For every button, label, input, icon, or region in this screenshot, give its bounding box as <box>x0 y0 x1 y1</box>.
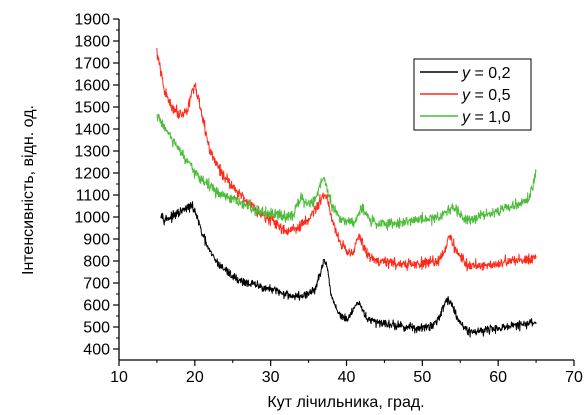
y-tick-label: 1100 <box>76 188 111 205</box>
legend: y = 0,2 y = 0,5 y = 1,0 <box>413 58 532 131</box>
series-line <box>156 48 537 272</box>
x-tick-label: 20 <box>186 369 204 386</box>
y-tick-label: 1900 <box>74 12 110 29</box>
x-tick-label: 40 <box>338 369 356 386</box>
x-tick-label: 10 <box>110 369 128 386</box>
y-tick-label: 1700 <box>74 56 110 73</box>
y-tick-label: 800 <box>83 254 110 271</box>
series-group <box>156 48 537 338</box>
legend-label: y = 0,5 <box>461 87 511 104</box>
y-tick-label: 500 <box>83 320 110 337</box>
y-axis-title: Інтенсивність, відн. од. <box>20 105 37 275</box>
y-tick-label: 1200 <box>74 166 110 183</box>
tick-layer: 400 500 600 700 800 900 1000 1100 1200 1300 1400 15… <box>74 12 583 387</box>
x-axis-title: Кут лічильника, град. <box>267 394 424 411</box>
y-tick-label: 1400 <box>74 122 110 139</box>
series-line <box>156 113 537 231</box>
x-tick-label: 30 <box>262 369 280 386</box>
y-tick-label: 1000 <box>74 210 110 227</box>
x-tick-label: 60 <box>489 369 507 386</box>
y-tick-label: 600 <box>83 298 110 315</box>
y-tick-label: 700 <box>83 276 110 293</box>
x-tick-label: 50 <box>413 369 431 386</box>
y-tick-label: 900 <box>83 232 110 249</box>
y-tick-label: 1600 <box>74 78 110 95</box>
x-tick-label: 70 <box>565 369 583 386</box>
legend-label: y = 0,2 <box>461 65 511 82</box>
y-tick-label: 1800 <box>74 34 110 51</box>
legend-label: y = 1,0 <box>461 109 511 126</box>
series-line <box>160 201 537 338</box>
y-tick-label: 1500 <box>74 100 110 117</box>
y-tick-label: 1300 <box>74 144 110 161</box>
y-tick-label: 400 <box>83 342 110 359</box>
